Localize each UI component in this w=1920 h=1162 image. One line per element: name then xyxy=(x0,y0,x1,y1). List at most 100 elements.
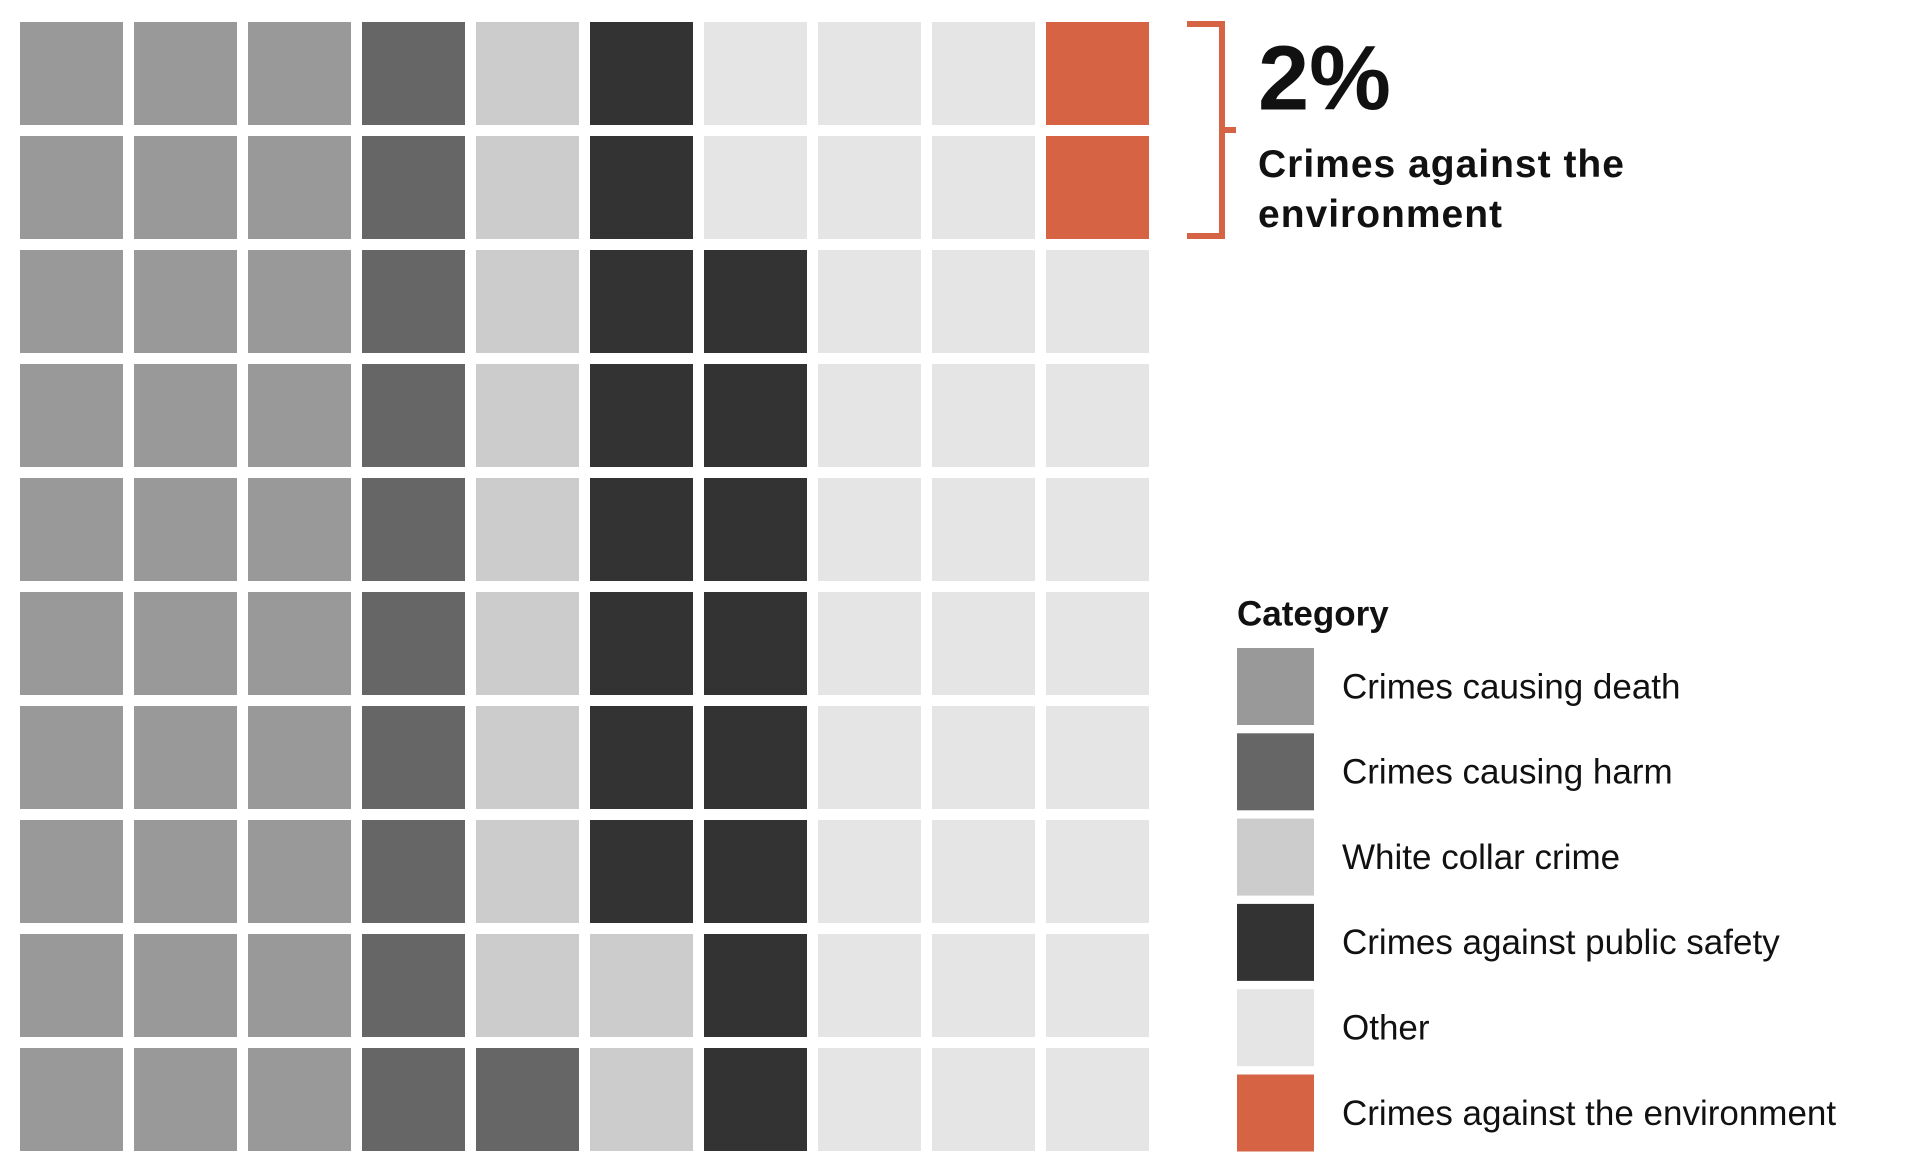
waffle-cell xyxy=(134,820,237,923)
legend-label: Crimes causing death xyxy=(1342,667,1681,706)
waffle-cell xyxy=(818,1048,921,1151)
waffle-cell xyxy=(1046,22,1149,125)
waffle-cell xyxy=(248,136,351,239)
waffle-cell xyxy=(590,592,693,695)
waffle-cell xyxy=(362,706,465,809)
waffle-cell xyxy=(476,136,579,239)
waffle-cell xyxy=(20,934,123,1037)
waffle-cell xyxy=(932,250,1035,353)
waffle-cell xyxy=(932,706,1035,809)
annotation-value: 2% xyxy=(1258,27,1391,129)
waffle-cell xyxy=(134,934,237,1037)
waffle-cell xyxy=(134,478,237,581)
waffle-cell xyxy=(590,22,693,125)
waffle-cell xyxy=(20,706,123,809)
waffle-cell xyxy=(134,1048,237,1151)
waffle-cell xyxy=(1046,706,1149,809)
waffle-cell xyxy=(248,22,351,125)
waffle-cell xyxy=(134,706,237,809)
legend-swatch xyxy=(1237,903,1314,981)
waffle-cell xyxy=(704,250,807,353)
waffle-cell xyxy=(248,592,351,695)
waffle-cell xyxy=(476,250,579,353)
waffle-cell xyxy=(476,22,579,125)
waffle-cell xyxy=(248,820,351,923)
waffle-cell xyxy=(704,22,807,125)
waffle-cell xyxy=(932,592,1035,695)
waffle-cell xyxy=(818,364,921,467)
waffle-cell xyxy=(818,820,921,923)
legend-swatch xyxy=(1237,733,1314,811)
waffle-cell xyxy=(590,250,693,353)
waffle-cell xyxy=(476,478,579,581)
waffle-cell xyxy=(704,478,807,581)
waffle-cell xyxy=(20,478,123,581)
waffle-cell xyxy=(248,478,351,581)
bracket xyxy=(1187,21,1236,239)
waffle-cell xyxy=(704,364,807,467)
legend-title: Category xyxy=(1237,594,1389,633)
waffle-cell xyxy=(20,592,123,695)
waffle-cell xyxy=(362,1048,465,1151)
waffle-cell xyxy=(476,1048,579,1151)
waffle-cell xyxy=(590,706,693,809)
waffle-cell xyxy=(20,364,123,467)
waffle-cell xyxy=(818,934,921,1037)
waffle-cell xyxy=(818,136,921,239)
waffle-cell xyxy=(362,364,465,467)
waffle-cell xyxy=(134,22,237,125)
waffle-cell xyxy=(932,22,1035,125)
waffle-cell xyxy=(20,1048,123,1151)
waffle-cell xyxy=(362,592,465,695)
waffle-cell xyxy=(476,364,579,467)
waffle-cell xyxy=(248,706,351,809)
waffle-cell xyxy=(932,820,1035,923)
legend-label: Crimes against public safety xyxy=(1342,923,1780,962)
waffle-cell xyxy=(704,592,807,695)
waffle-cell xyxy=(590,136,693,239)
waffle-cell xyxy=(932,136,1035,239)
waffle-cell xyxy=(704,136,807,239)
legend-label: Crimes causing harm xyxy=(1342,753,1673,792)
waffle-cell xyxy=(818,250,921,353)
waffle-cell xyxy=(704,820,807,923)
waffle-cell xyxy=(134,136,237,239)
waffle-cell xyxy=(362,820,465,923)
waffle-cell xyxy=(1046,136,1149,239)
waffle-cell xyxy=(590,364,693,467)
waffle-cell xyxy=(590,934,693,1037)
waffle-cell xyxy=(932,478,1035,581)
waffle-cell xyxy=(1046,250,1149,353)
waffle-cell xyxy=(704,1048,807,1151)
legend-swatch xyxy=(1237,648,1314,725)
waffle-cell xyxy=(1046,934,1149,1037)
waffle-cell xyxy=(818,22,921,125)
waffle-cell xyxy=(362,478,465,581)
waffle-cell xyxy=(134,592,237,695)
waffle-cell xyxy=(362,22,465,125)
waffle-cell xyxy=(476,706,579,809)
waffle-cell xyxy=(20,250,123,353)
waffle-cell xyxy=(590,820,693,923)
waffle-cell xyxy=(362,136,465,239)
legend-swatch xyxy=(1237,818,1314,896)
legend-label: Crimes against the environment xyxy=(1342,1094,1836,1133)
waffle-cell xyxy=(20,22,123,125)
waffle-cell xyxy=(932,364,1035,467)
waffle-cell xyxy=(362,934,465,1037)
waffle-cell xyxy=(704,706,807,809)
waffle-cell xyxy=(1046,820,1149,923)
waffle-cell xyxy=(1046,592,1149,695)
waffle-cell xyxy=(1046,364,1149,467)
waffle-cell xyxy=(20,136,123,239)
waffle-cell xyxy=(590,1048,693,1151)
waffle-cell xyxy=(476,820,579,923)
legend-label: White collar crime xyxy=(1342,838,1620,877)
waffle-cell xyxy=(476,592,579,695)
waffle-cell xyxy=(818,706,921,809)
waffle-cell xyxy=(704,934,807,1037)
waffle-cell xyxy=(248,1048,351,1151)
waffle-cell xyxy=(1046,1048,1149,1151)
